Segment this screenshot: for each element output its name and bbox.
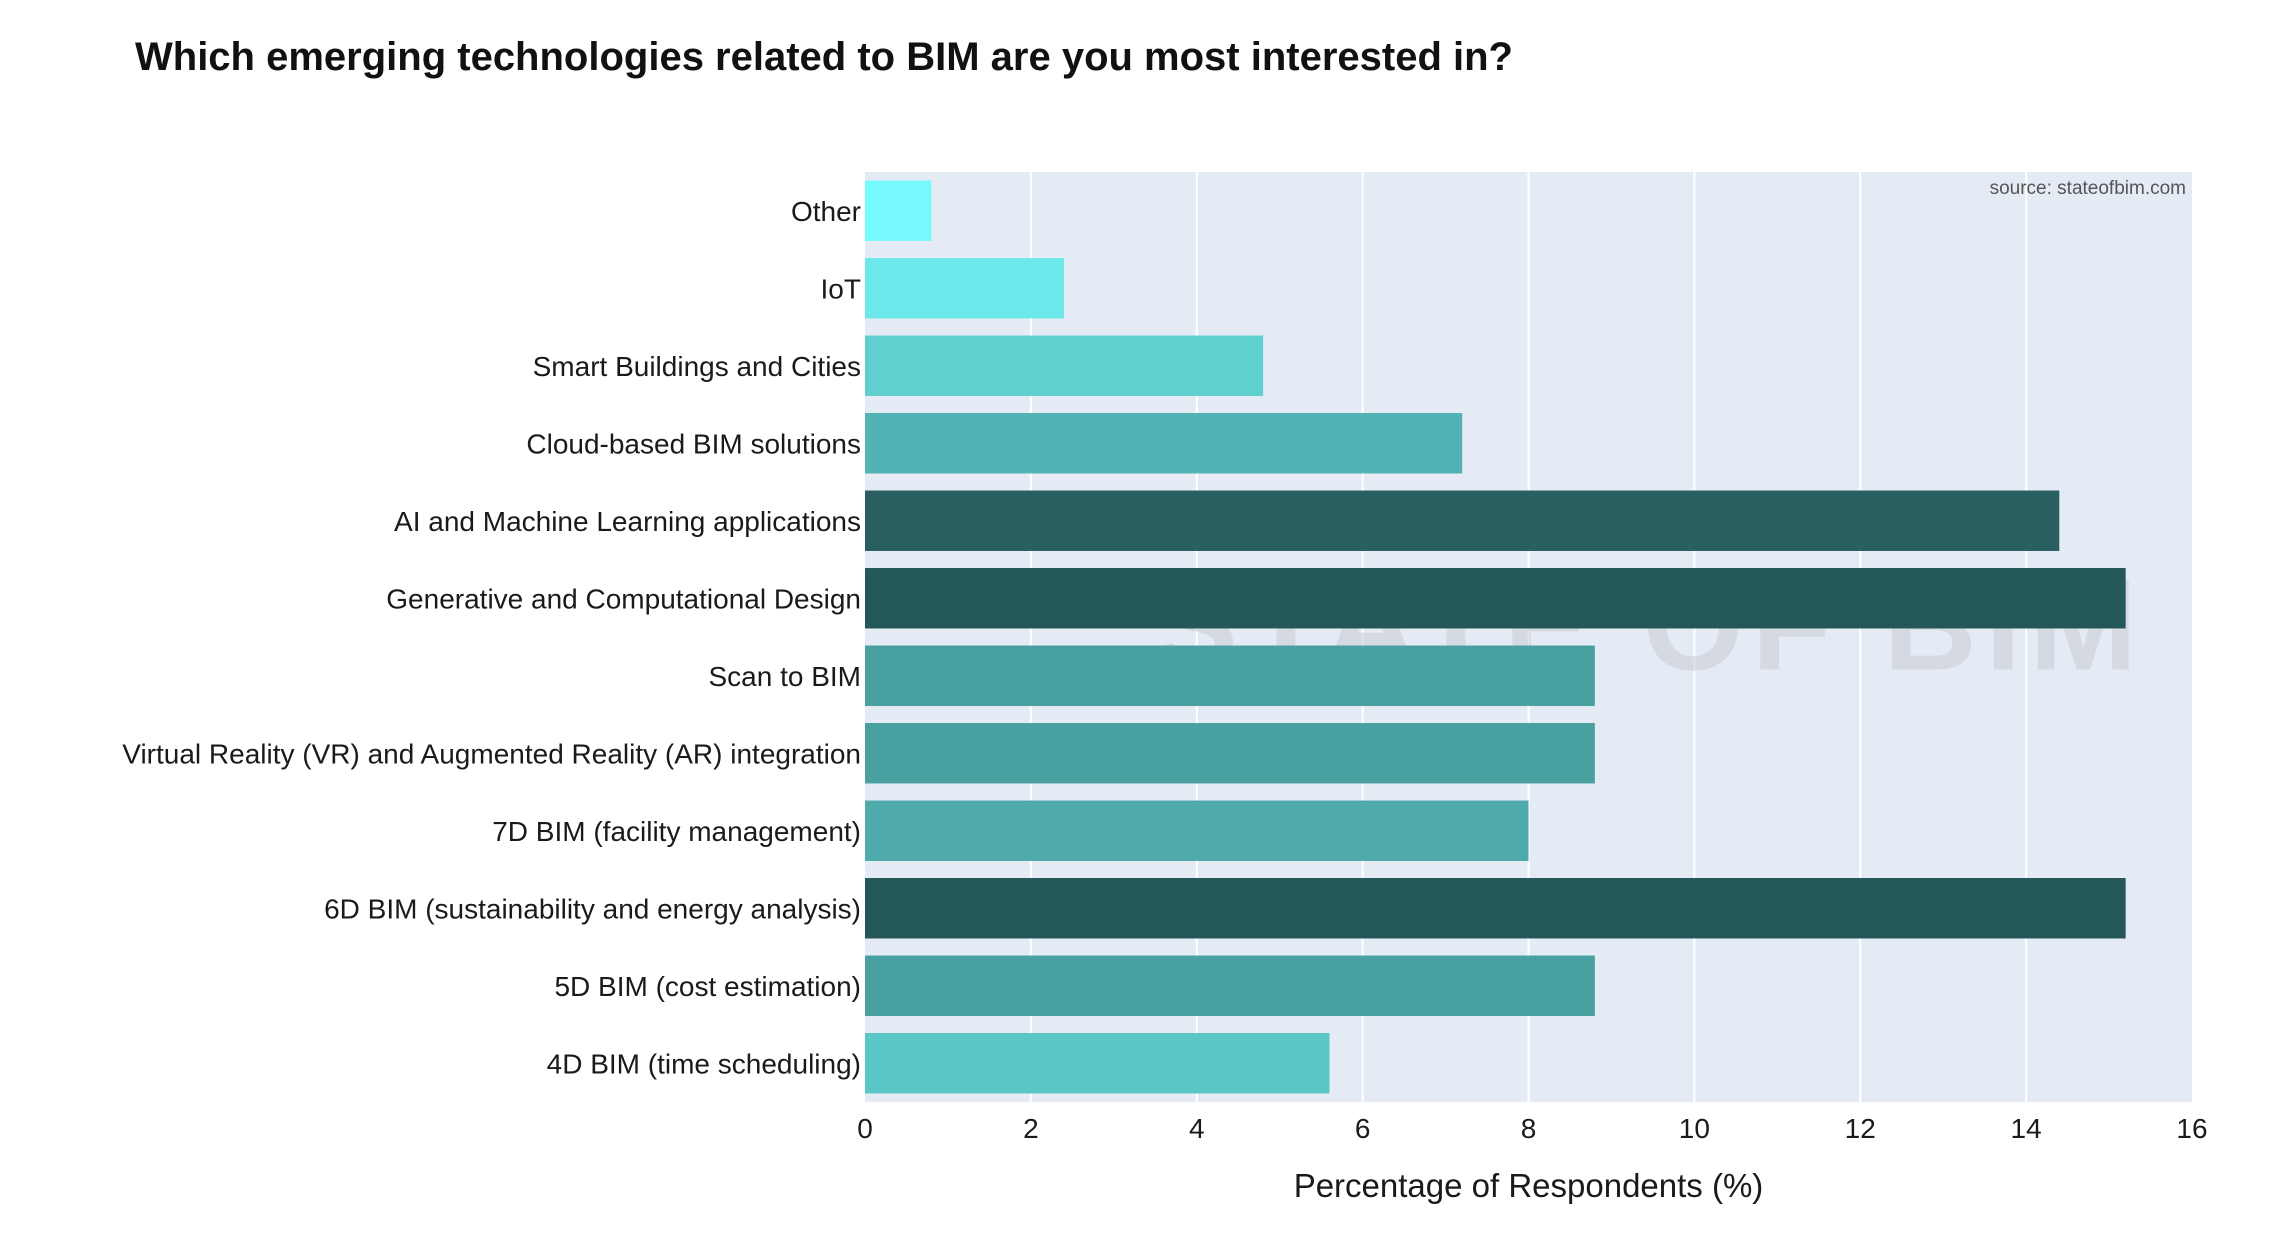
source-note: source: stateofbim.com: [1990, 178, 2186, 199]
chart-title: Which emerging technologies related to B…: [135, 35, 1513, 79]
bar: [865, 180, 932, 241]
x-tick-label: 10: [1679, 1113, 1710, 1144]
bar: [865, 413, 1463, 474]
category-label: 6D BIM (sustainability and energy analys…: [324, 893, 861, 924]
bar: [865, 645, 1595, 706]
category-label: Scan to BIM: [708, 661, 861, 692]
bar: [865, 878, 2126, 939]
category-label: IoT: [821, 273, 861, 304]
bar: [865, 490, 2060, 551]
x-tick-label: 6: [1355, 1113, 1371, 1144]
category-label: Cloud-based BIM solutions: [526, 428, 861, 459]
category-label: Other: [791, 196, 861, 227]
category-label: 5D BIM (cost estimation): [554, 971, 861, 1002]
category-label: AI and Machine Learning applications: [394, 506, 861, 537]
category-labels: Other IoT Smart Buildings and Cities Cloud-…: [122, 196, 861, 1080]
x-tick-label: 2: [1023, 1113, 1039, 1144]
bar: [865, 1033, 1330, 1094]
bar: [865, 335, 1264, 396]
x-tick-label: 12: [1845, 1113, 1876, 1144]
category-label: Generative and Computational Design: [386, 583, 861, 614]
x-tick-label: 0: [857, 1113, 873, 1144]
bar: [865, 800, 1529, 861]
bar: [865, 258, 1065, 319]
category-label: 7D BIM (facility management): [492, 816, 861, 847]
bars: [865, 180, 2126, 1094]
x-tick-label: 8: [1521, 1113, 1537, 1144]
category-label: Virtual Reality (VR) and Augmented Reali…: [122, 738, 861, 769]
category-label: Smart Buildings and Cities: [533, 351, 861, 382]
x-tick-label: 4: [1189, 1113, 1205, 1144]
bar: [865, 955, 1595, 1016]
bar: [865, 568, 2126, 629]
category-label: 4D BIM (time scheduling): [547, 1048, 861, 1079]
bar: [865, 723, 1595, 784]
x-tick-label: 16: [2176, 1113, 2207, 1144]
grid-lines: [1029, 172, 2028, 1102]
x-tick-label: 14: [2011, 1113, 2042, 1144]
x-tick-labels: 0 2 4 6 8 10 12 14 16: [857, 1113, 2207, 1144]
x-axis-label: Percentage of Respondents (%): [1294, 1167, 1764, 1204]
